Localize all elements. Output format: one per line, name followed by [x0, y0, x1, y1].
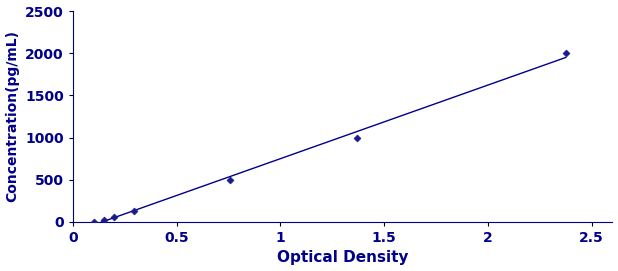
Y-axis label: Concentration(pg/mL): Concentration(pg/mL): [6, 30, 20, 202]
X-axis label: Optical Density: Optical Density: [277, 250, 408, 265]
